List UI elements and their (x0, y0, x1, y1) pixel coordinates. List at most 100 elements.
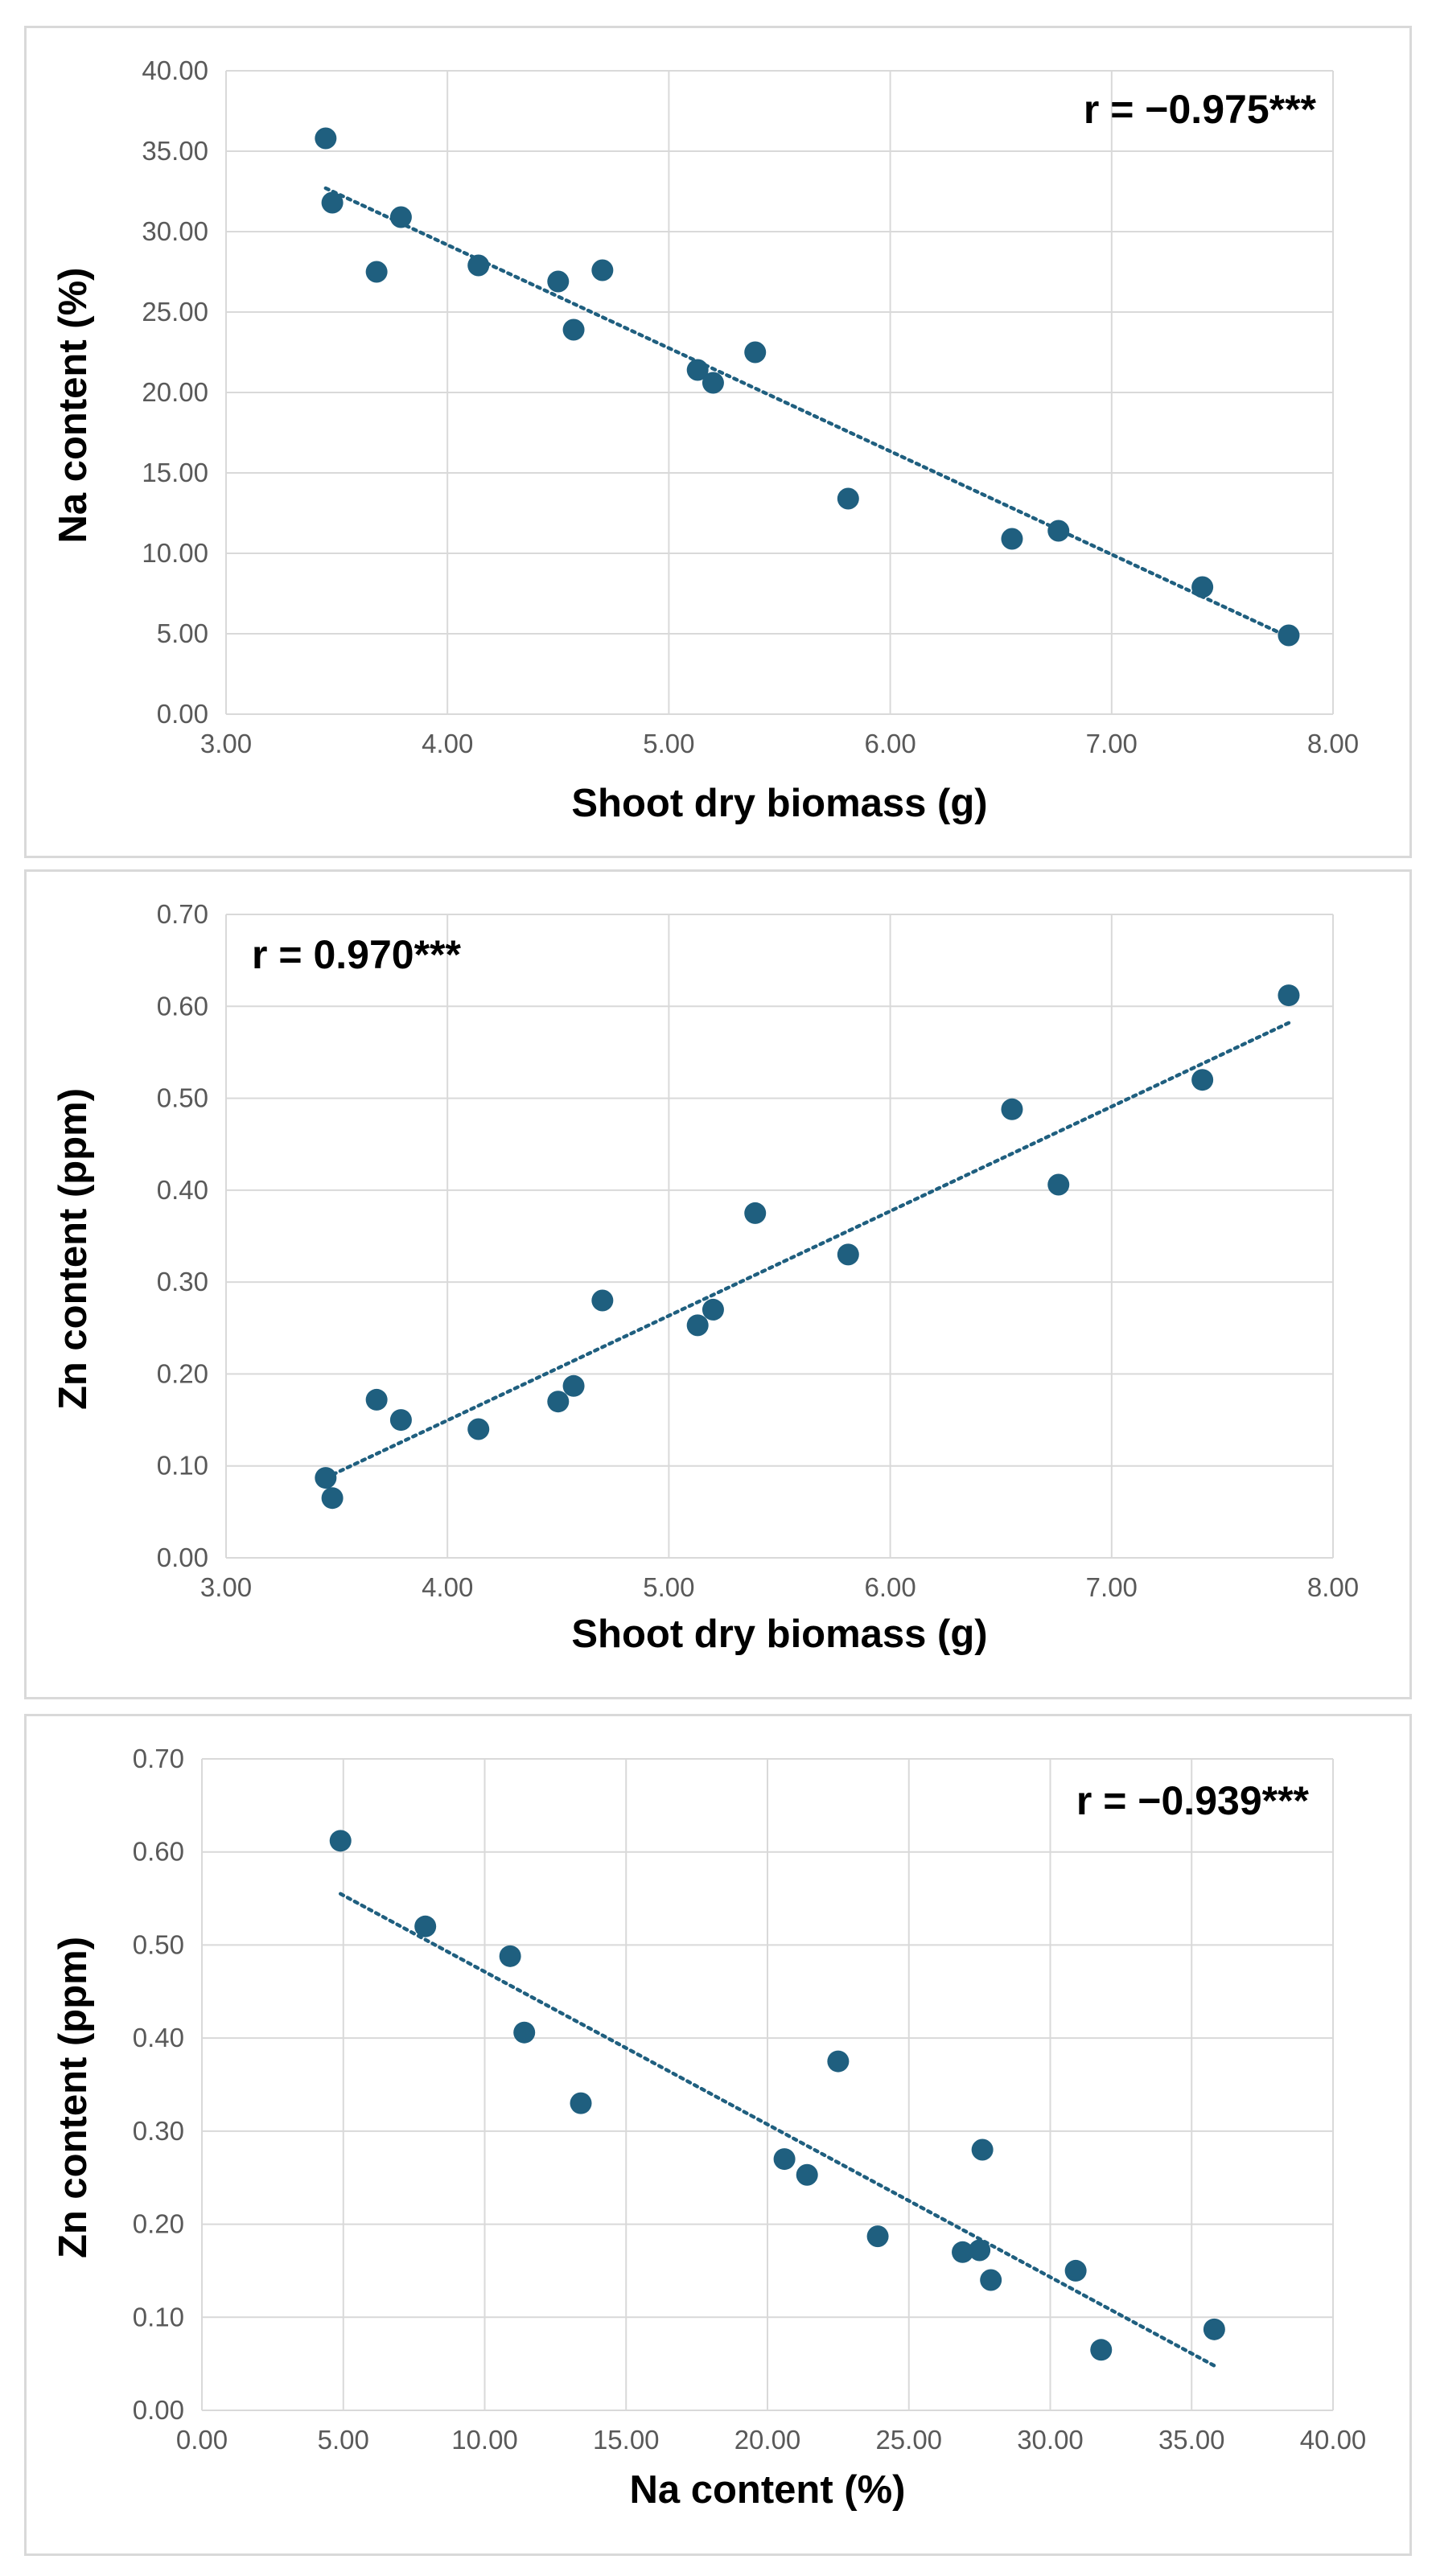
data-point (1278, 984, 1300, 1007)
data-point (837, 1243, 859, 1266)
data-point (827, 2050, 850, 2073)
y-tick-label: 0.70 (157, 899, 208, 929)
y-tick-label: 0.50 (133, 1929, 184, 1959)
x-tick-label: 6.00 (864, 1572, 916, 1602)
chart-panel-zn-vs-biomass: 3.00 4.00 5.00 6.00 7.00 8.00 0.00 0.10 0.20 0.30… (24, 869, 1412, 1699)
data-point (866, 2225, 889, 2248)
data-point (1001, 1098, 1023, 1120)
x-tick-label: 7.00 (1086, 1572, 1138, 1602)
x-tick-label: 5.00 (643, 1572, 694, 1602)
data-point (547, 270, 570, 293)
data-point (1047, 520, 1070, 542)
y-tick-label: 25.00 (142, 297, 208, 327)
data-point (969, 2239, 991, 2262)
y-tick-label: 0.30 (133, 2116, 184, 2146)
y-tick-label: 40.00 (142, 55, 208, 85)
y-axis-label: Na content (%) (51, 268, 95, 544)
data-point (1090, 2339, 1113, 2361)
x-tick-label: 5.00 (643, 729, 694, 758)
data-point (744, 1202, 767, 1224)
y-tick-label: 0.70 (133, 1744, 184, 1773)
data-points (329, 1830, 1225, 2361)
y-tick-label: 0.00 (157, 699, 208, 729)
data-point (562, 1374, 585, 1397)
y-tick-label: 0.30 (157, 1267, 208, 1296)
x-tick-label: 25.00 (875, 2425, 942, 2455)
x-tick-label: 8.00 (1307, 729, 1359, 758)
chart-panel-na-vs-biomass: 3.00 4.00 5.00 6.00 7.00 8.00 0.00 5.00 10.00 15.… (24, 26, 1412, 858)
x-tick-label: 7.00 (1086, 729, 1138, 758)
y-axis-label: Zn content (ppm) (51, 1088, 95, 1410)
x-tick-label: 4.00 (422, 1572, 473, 1602)
x-tick-label: 3.00 (200, 729, 252, 758)
data-point (1001, 528, 1023, 550)
correlation-annotation: r = −0.939*** (1076, 1778, 1310, 1823)
data-point (1047, 1173, 1070, 1196)
x-tick-label: 35.00 (1158, 2425, 1225, 2455)
x-tick-label: 4.00 (422, 729, 473, 758)
data-point (971, 2138, 994, 2161)
data-point (414, 1915, 437, 1937)
x-tick-label: 5.00 (318, 2425, 369, 2455)
x-tick-label: 15.00 (593, 2425, 660, 2455)
data-point (744, 341, 767, 364)
y-tick-label: 5.00 (157, 618, 208, 648)
y-tick-label: 0.00 (133, 2395, 184, 2425)
data-point (837, 487, 859, 510)
scatter-plot-zn-vs-biomass: 3.00 4.00 5.00 6.00 7.00 8.00 0.00 0.10 0.20 0.30… (51, 899, 1359, 1656)
data-point (365, 1388, 388, 1411)
correlation-annotation: r = −0.975*** (1084, 87, 1317, 132)
y-tick-label: 0.60 (157, 991, 208, 1021)
x-axis-label: Na content (%) (630, 2468, 906, 2512)
y-tick-label: 10.00 (142, 538, 208, 568)
y-tick-label: 0.10 (133, 2302, 184, 2332)
y-tick-label: 35.00 (142, 136, 208, 166)
y-tick-label: 0.10 (157, 1451, 208, 1481)
data-point (513, 2021, 536, 2044)
data-point (389, 1409, 412, 1432)
data-point (389, 206, 412, 228)
x-tick-label: 3.00 (200, 1572, 252, 1602)
y-tick-label: 0.00 (157, 1543, 208, 1572)
scatter-plot-zn-vs-na: 0.00 5.00 10.00 15.00 20.00 25.00 30.00 35.00 40… (51, 1744, 1367, 2512)
y-tick-label: 30.00 (142, 216, 208, 246)
trendline (323, 1021, 1291, 1480)
data-point (702, 1298, 724, 1321)
data-point (365, 261, 388, 283)
data-point (773, 2148, 796, 2171)
data-point (562, 318, 585, 341)
x-tick-label: 20.00 (734, 2425, 801, 2455)
data-point (467, 254, 490, 277)
data-point (591, 1289, 614, 1312)
data-point (315, 127, 337, 150)
y-tick-label: 0.20 (157, 1358, 208, 1388)
correlation-annotation: r = 0.970*** (252, 932, 461, 977)
data-point (315, 1467, 337, 1489)
data-point (329, 1830, 352, 1852)
gridlines (201, 1758, 1334, 2411)
chart-panel-zn-vs-na: 0.00 5.00 10.00 15.00 20.00 25.00 30.00 35.00 40… (24, 1714, 1412, 2556)
data-point (980, 2269, 1002, 2291)
data-point (702, 372, 724, 394)
data-point (467, 1418, 490, 1440)
data-point (952, 2241, 974, 2263)
data-points (315, 127, 1300, 647)
x-tick-label: 6.00 (864, 729, 916, 758)
data-point (1203, 2318, 1225, 2340)
data-point (321, 191, 344, 214)
y-tick-label: 0.60 (133, 1837, 184, 1867)
x-tick-label: 10.00 (451, 2425, 518, 2455)
data-point (570, 2092, 592, 2114)
data-point (321, 1487, 344, 1510)
trendline (338, 1892, 1216, 2368)
data-point (1191, 1069, 1214, 1091)
y-axis-label: Zn content (ppm) (51, 1937, 95, 2258)
y-tick-label: 0.40 (157, 1175, 208, 1205)
data-point (1064, 2259, 1087, 2282)
x-tick-label: 30.00 (1017, 2425, 1084, 2455)
gridlines (225, 914, 1334, 1559)
data-point (1191, 576, 1214, 598)
x-tick-label: 40.00 (1300, 2425, 1367, 2455)
y-tick-label: 0.50 (157, 1083, 208, 1113)
gridlines (225, 70, 1334, 715)
